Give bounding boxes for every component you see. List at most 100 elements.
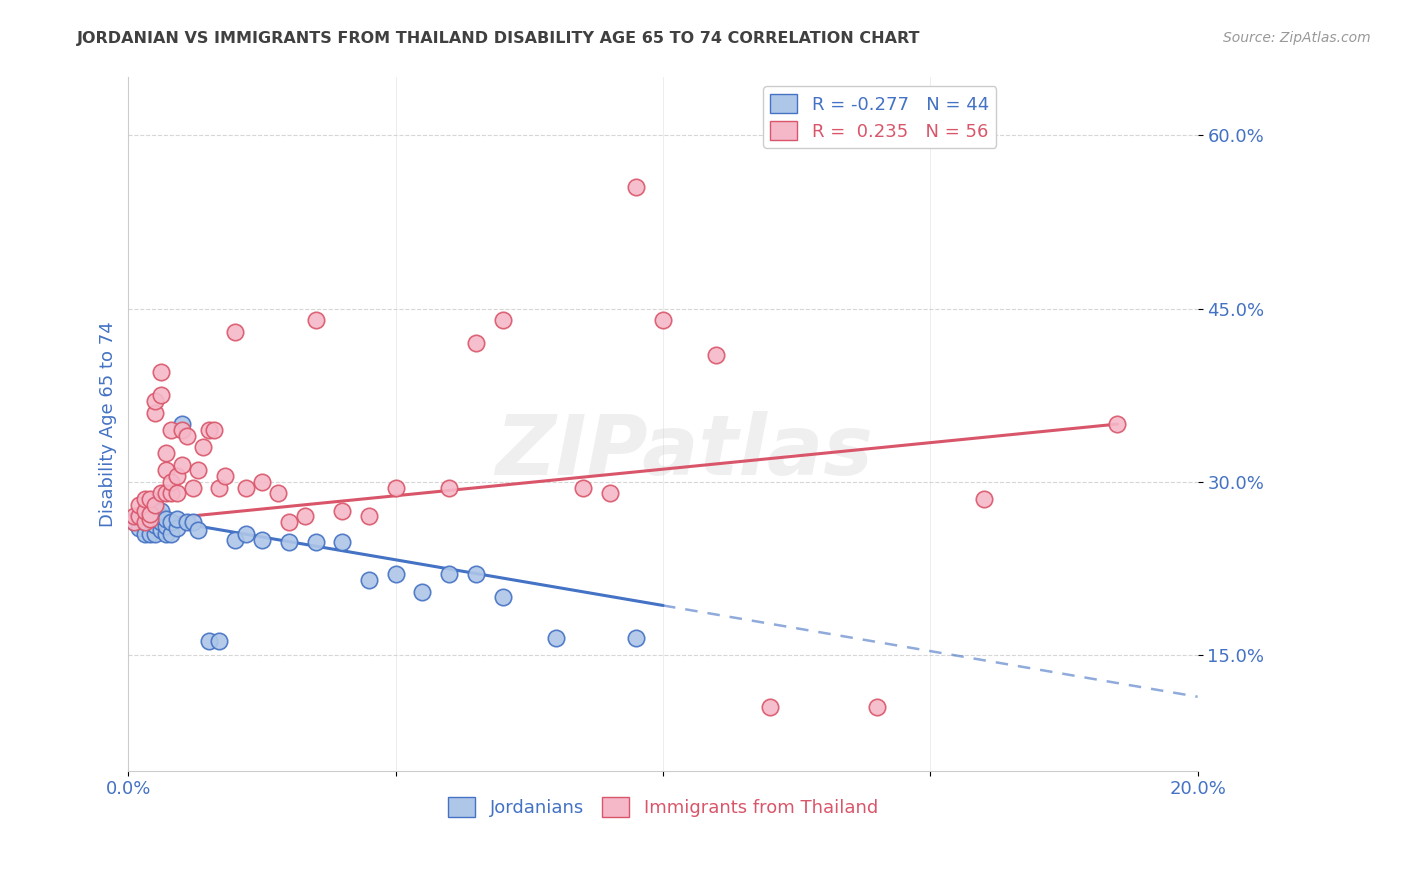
- Point: [304, 535, 326, 549]
- Point: [139, 512, 162, 526]
- Point: [139, 512, 162, 526]
- Point: [214, 469, 236, 483]
- Point: [181, 481, 204, 495]
- Point: [277, 516, 299, 530]
- Point: [176, 516, 198, 530]
- Point: [139, 507, 162, 521]
- Point: [160, 526, 183, 541]
- Point: [155, 518, 177, 533]
- Point: [149, 486, 172, 500]
- Point: [166, 469, 188, 483]
- Point: [706, 348, 728, 362]
- Point: [465, 567, 488, 582]
- Point: [166, 486, 188, 500]
- Point: [267, 486, 290, 500]
- Legend: Jordanians, Immigrants from Thailand: Jordanians, Immigrants from Thailand: [441, 789, 884, 824]
- Point: [155, 446, 177, 460]
- Point: [277, 535, 299, 549]
- Point: [384, 567, 406, 582]
- Point: [155, 486, 177, 500]
- Point: [166, 512, 188, 526]
- Point: [134, 526, 156, 541]
- Point: [139, 526, 162, 541]
- Point: [122, 516, 145, 530]
- Point: [160, 475, 183, 489]
- Point: [134, 509, 156, 524]
- Point: [187, 463, 209, 477]
- Point: [626, 180, 648, 194]
- Y-axis label: Disability Age 65 to 74: Disability Age 65 to 74: [100, 321, 117, 527]
- Point: [465, 336, 488, 351]
- Point: [208, 481, 231, 495]
- Point: [166, 521, 188, 535]
- Point: [134, 492, 156, 507]
- Point: [128, 521, 150, 535]
- Point: [155, 512, 177, 526]
- Point: [193, 440, 215, 454]
- Point: [176, 428, 198, 442]
- Point: [437, 481, 460, 495]
- Point: [197, 423, 219, 437]
- Point: [492, 313, 515, 327]
- Point: [357, 509, 380, 524]
- Point: [187, 524, 209, 538]
- Point: [304, 313, 326, 327]
- Point: [330, 535, 353, 549]
- Point: [134, 504, 156, 518]
- Point: [143, 405, 166, 419]
- Text: Source: ZipAtlas.com: Source: ZipAtlas.com: [1223, 31, 1371, 45]
- Point: [357, 573, 380, 587]
- Point: [1107, 417, 1129, 431]
- Point: [155, 526, 177, 541]
- Point: [759, 700, 782, 714]
- Point: [973, 492, 995, 507]
- Point: [250, 475, 273, 489]
- Point: [139, 507, 162, 521]
- Point: [546, 631, 568, 645]
- Point: [170, 458, 193, 472]
- Point: [235, 481, 257, 495]
- Point: [208, 634, 231, 648]
- Point: [224, 325, 246, 339]
- Point: [128, 509, 150, 524]
- Point: [134, 516, 156, 530]
- Point: [160, 486, 183, 500]
- Point: [143, 394, 166, 409]
- Point: [122, 516, 145, 530]
- Text: ZIPatlas: ZIPatlas: [495, 411, 873, 492]
- Point: [652, 313, 675, 327]
- Point: [202, 423, 225, 437]
- Point: [160, 423, 183, 437]
- Point: [235, 526, 257, 541]
- Point: [149, 365, 172, 379]
- Point: [411, 584, 433, 599]
- Point: [143, 498, 166, 512]
- Point: [128, 498, 150, 512]
- Point: [143, 517, 166, 532]
- Point: [572, 481, 595, 495]
- Point: [149, 509, 172, 524]
- Point: [224, 533, 246, 547]
- Point: [149, 388, 172, 402]
- Point: [437, 567, 460, 582]
- Text: JORDANIAN VS IMMIGRANTS FROM THAILAND DISABILITY AGE 65 TO 74 CORRELATION CHART: JORDANIAN VS IMMIGRANTS FROM THAILAND DI…: [77, 31, 921, 46]
- Point: [143, 512, 166, 526]
- Point: [599, 486, 621, 500]
- Point: [330, 504, 353, 518]
- Point: [143, 526, 166, 541]
- Point: [626, 631, 648, 645]
- Point: [149, 504, 172, 518]
- Point: [181, 516, 204, 530]
- Point: [250, 533, 273, 547]
- Point: [384, 481, 406, 495]
- Point: [160, 516, 183, 530]
- Point: [866, 700, 889, 714]
- Point: [197, 634, 219, 648]
- Point: [149, 524, 172, 538]
- Point: [170, 423, 193, 437]
- Point: [294, 509, 316, 524]
- Point: [122, 509, 145, 524]
- Point: [143, 504, 166, 518]
- Point: [128, 509, 150, 524]
- Point: [134, 516, 156, 530]
